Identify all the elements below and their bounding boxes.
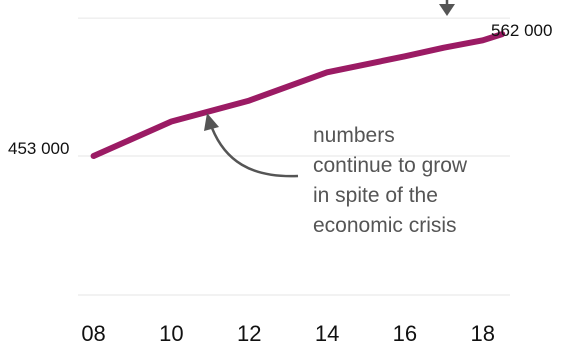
x-tick-label-10: 10 — [159, 321, 183, 346]
x-tick-label-18: 18 — [471, 321, 495, 346]
gridlines — [78, 17, 510, 296]
annotation-arrow — [210, 127, 299, 178]
x-tick-label-14: 14 — [315, 321, 339, 346]
annotation-line-2: in spite of the — [313, 184, 438, 207]
end-value-label: 562 000 — [491, 21, 552, 40]
annotation-arrow-head — [204, 113, 219, 131]
x-axis-ticks: 08 10 12 14 16 18 — [81, 321, 495, 346]
annotation-line-3: economic crisis — [313, 214, 457, 237]
data-labels: 453 000 562 000 — [8, 21, 552, 158]
series-layer — [90, 31, 506, 159]
x-tick-label-16: 16 — [393, 321, 417, 346]
x-tick-label-12: 12 — [237, 321, 261, 346]
series-line — [90, 31, 506, 159]
start-value-label: 453 000 — [8, 139, 69, 158]
annotation-line-1: continue to grow — [313, 154, 468, 177]
x-tick-label-08: 08 — [81, 321, 105, 346]
annotation: numbers continue to grow in spite of the ec… — [204, 0, 468, 237]
annotation-line-0: numbers — [313, 124, 395, 147]
end-label-pointer-head — [439, 4, 455, 16]
